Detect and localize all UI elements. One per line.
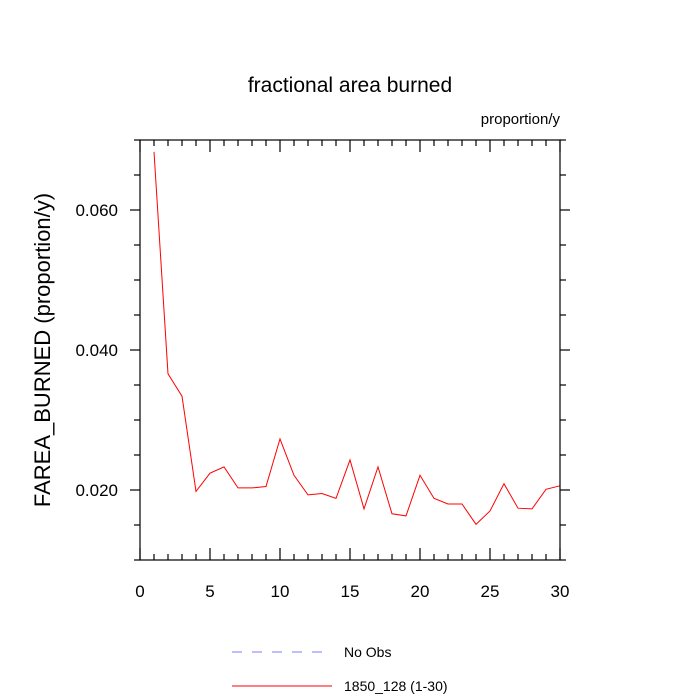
chart-title: fractional area burned <box>248 74 452 97</box>
data-series <box>153 151 561 526</box>
x-tick-label: 15 <box>341 582 360 601</box>
y-tick-label: 0.040 <box>75 341 118 360</box>
x-tick-label: 5 <box>205 582 214 601</box>
series-line <box>153 151 561 526</box>
legend-label: 1850_128 (1-30) <box>344 678 448 694</box>
axis-tick-labels: 0 5 10 15 20 25 30 0.020 0.040 0.060 <box>75 201 569 601</box>
y-tick-label: 0.060 <box>75 201 118 220</box>
y-tick-label: 0.020 <box>75 481 118 500</box>
chart-subtitle: proportion/y <box>481 111 561 128</box>
x-tick-label: 30 <box>551 582 570 601</box>
x-tick-label: 10 <box>271 582 290 601</box>
legend: No Obs 1850_128 (1-30) <box>232 644 448 694</box>
x-tick-label: 25 <box>481 582 500 601</box>
plot-frame <box>139 139 561 561</box>
axis-ticks <box>130 139 570 561</box>
y-axis-label: FAREA_BURNED (proportion/y) <box>30 193 55 507</box>
x-tick-label: 20 <box>411 582 430 601</box>
x-tick-label: 0 <box>135 582 144 601</box>
legend-label: No Obs <box>344 644 391 660</box>
